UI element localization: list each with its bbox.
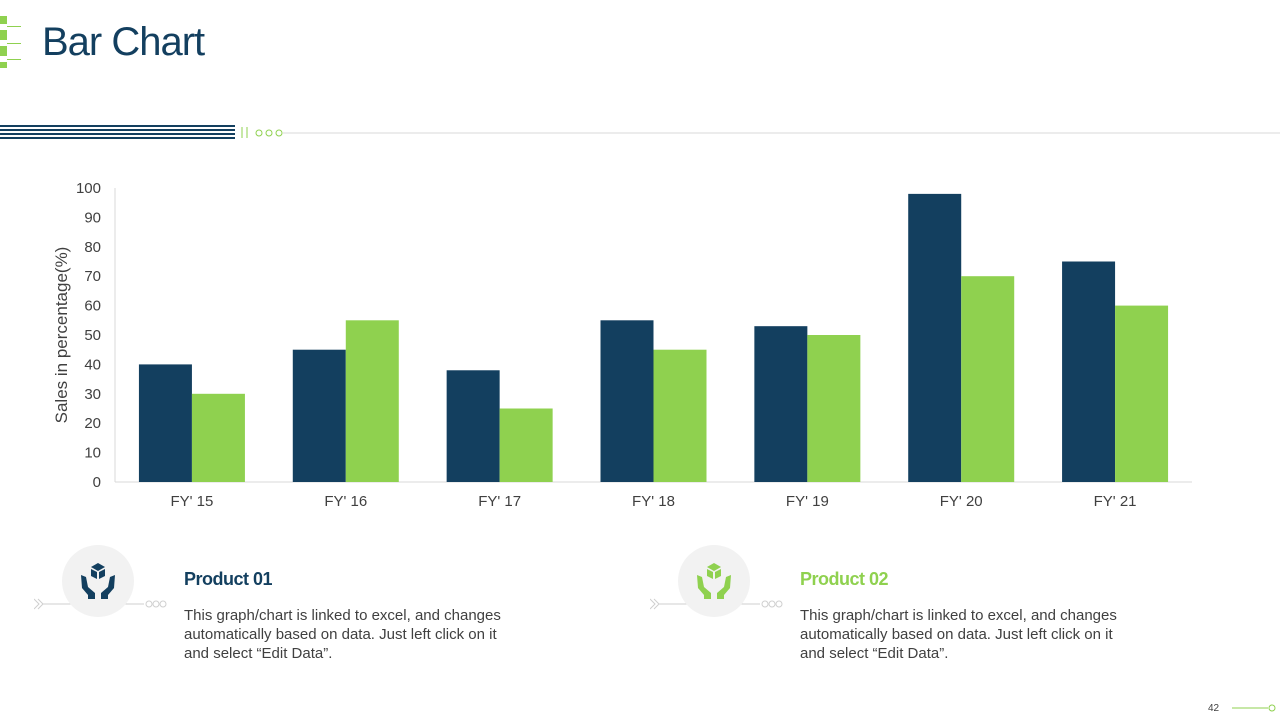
bar-chart: 0 10 20 30 40 50 60 70 80 90 100 Sales in percentag… [52, 180, 1192, 510]
x-tick-label: FY' 18 [632, 493, 675, 510]
icon-circle [678, 545, 750, 617]
x-tick-label: FY' 20 [940, 493, 983, 510]
y-tick-label: 30 [84, 386, 101, 403]
title-divider [0, 125, 1280, 139]
x-tick-label: FY' 21 [1094, 493, 1137, 510]
bar-product-02-4 [653, 349, 707, 482]
y-tick-label: 20 [84, 415, 101, 432]
hands-cubes-icon [697, 563, 731, 599]
page-number: 42 [1208, 703, 1220, 714]
product-02-block: Product 02 This graph/chart is linked to… [650, 545, 1170, 685]
product-title: Product 01 [184, 569, 273, 589]
bar-product-01-4 [600, 320, 654, 482]
y-axis-label: Sales in percentage(%) [52, 247, 71, 424]
x-tick-label: FY' 17 [478, 493, 521, 510]
bar-product-01-5 [754, 326, 808, 482]
product-title: Product 02 [800, 569, 889, 589]
hands-cubes-icon [81, 563, 115, 599]
x-tick-label: FY' 16 [324, 493, 367, 510]
bar-product-02-6 [961, 276, 1015, 482]
bar-product-02-5 [807, 335, 861, 482]
product-description: This graph/chart is linked to excel, and… [184, 607, 501, 662]
product-01-block: Product 01 This graph/chart is linked to… [34, 545, 554, 685]
y-tick-label: 70 [84, 268, 101, 285]
bar-product-01-7 [1062, 261, 1116, 482]
y-tick-label: 60 [84, 298, 101, 315]
x-tick-label: FY' 15 [170, 493, 213, 510]
footer-ornament [1232, 704, 1276, 712]
bar-product-02-1 [191, 393, 245, 482]
icon-circle [62, 545, 134, 617]
y-tick-label: 80 [84, 239, 101, 256]
y-tick-label: 50 [84, 327, 101, 344]
y-tick-label: 100 [76, 180, 101, 197]
y-tick-label: 10 [84, 445, 101, 462]
product-description: This graph/chart is linked to excel, and… [800, 607, 1117, 662]
bar-product-01-6 [908, 193, 962, 482]
y-tick-label: 90 [84, 209, 101, 226]
page-title: Bar Chart [42, 20, 205, 64]
bar-product-01-2 [292, 349, 346, 482]
bar-product-02-3 [499, 408, 553, 482]
y-tick-label: 40 [84, 356, 101, 373]
y-tick-label: 0 [93, 474, 101, 491]
bar-product-01-3 [446, 370, 500, 482]
bar-product-01-1 [138, 364, 192, 482]
title-accent [0, 16, 21, 68]
bar-product-02-7 [1115, 305, 1169, 482]
bar-product-02-2 [345, 320, 399, 482]
x-tick-label: FY' 19 [786, 493, 829, 510]
